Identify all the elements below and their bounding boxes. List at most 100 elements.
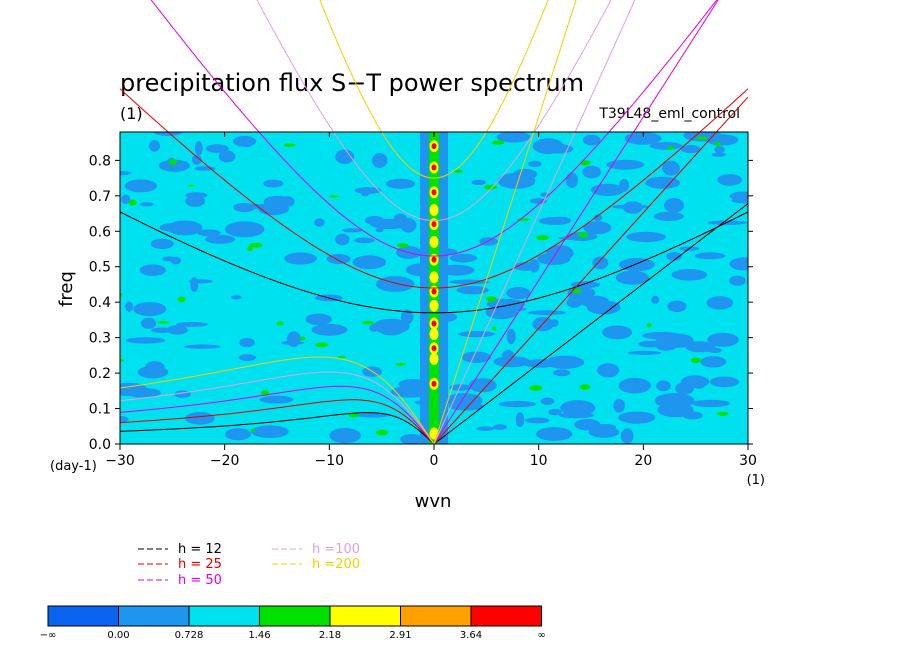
heatmap-cell: [188, 279, 213, 284]
heatmap-cell: [620, 428, 634, 444]
heatmap-cell: [166, 325, 188, 335]
colorbar-label: 0.728: [175, 630, 204, 641]
colorbar-label: 2.91: [389, 630, 411, 641]
heatmap-cell: [717, 174, 742, 186]
colorbar-swatch: [470, 605, 542, 627]
heatmap-cell: [120, 416, 129, 423]
legend-label: h =200: [312, 557, 360, 572]
spectrum-heatmap: [120, 132, 748, 444]
heatmap-cell: [506, 287, 531, 300]
heatmap-cell: [276, 321, 285, 326]
heatmap-cell: [709, 376, 740, 388]
heatmap-cell: [361, 321, 375, 325]
y-axis-label: freq: [56, 271, 77, 307]
heatmap-cell: [497, 172, 536, 189]
heatmap-cell: [586, 300, 621, 315]
heatmap-cell: [560, 400, 596, 416]
heatmap-cell: [522, 359, 558, 368]
chart-title: precipitation flux S−T power spectrum: [120, 69, 584, 97]
heatmap-cell: [588, 426, 620, 438]
heatmap-cell: [284, 252, 317, 265]
y-tick-label: 0.1: [89, 402, 111, 418]
colorbar-swatch: [118, 605, 190, 627]
heatmap-cell: [400, 309, 414, 325]
x-unit-label: (1): [747, 473, 765, 488]
heatmap-cell: [513, 262, 539, 271]
heatmap-cell: [239, 337, 255, 348]
heatmap-cell: [395, 362, 406, 366]
colorbar-swatch: [259, 605, 331, 627]
colorbar-label: 3.64: [460, 630, 482, 641]
kelvin-wave-line: [433, 0, 636, 445]
heatmap-cell: [341, 228, 363, 233]
heatmap-cell: [240, 137, 254, 148]
colorbar-label: 1.46: [248, 630, 270, 641]
heatmap-cell: [606, 159, 644, 170]
heatmap-cell: [566, 297, 583, 308]
heatmap-cell: [498, 400, 536, 408]
heatmap-cell: [429, 204, 439, 216]
heatmap-cell: [429, 328, 439, 341]
heatmap-cell: [286, 331, 301, 348]
heatmap-cell: [714, 146, 725, 154]
heatmap-cell: [337, 355, 346, 358]
heatmap-cell: [230, 295, 242, 300]
heatmap-cell: [369, 324, 379, 332]
heatmap-cell: [582, 165, 601, 179]
heatmap-cell: [233, 202, 256, 213]
x-tick-label: 0: [430, 453, 439, 469]
heatmap-cell: [218, 150, 236, 163]
heatmap-cell: [263, 179, 284, 188]
legend-label: h = 50: [178, 573, 222, 588]
legend-label: h =100: [312, 542, 360, 557]
rossby-curve: [119, 412, 435, 445]
heatmap-cell: [124, 179, 157, 193]
heatmap-cell: [583, 221, 612, 235]
heatmap-cell: [151, 327, 173, 334]
legend-label: h = 12: [178, 542, 222, 557]
heatmap-cell: [125, 388, 162, 398]
heatmap-cell: [329, 428, 361, 444]
heatmap-cell: [159, 223, 188, 232]
heatmap-cell: [145, 361, 165, 374]
heatmap-cell: [305, 313, 332, 326]
heatmap-cell: [453, 169, 464, 173]
heatmap-cell: [168, 159, 178, 166]
heatmap-cell: [429, 352, 439, 365]
colorbar-swatch: [329, 605, 401, 627]
heatmap-cell: [429, 299, 439, 312]
heatmap-cell: [429, 271, 439, 284]
heatmap-cell: [238, 354, 256, 361]
heatmap-cell: [681, 145, 701, 154]
heatmap-cell: [120, 292, 123, 297]
heatmap-cell: [613, 398, 625, 413]
y-tick-label: 0.4: [89, 295, 111, 311]
x-tick-label: −20: [210, 453, 240, 469]
heatmap-cell: [615, 270, 650, 285]
heatmap-cell: [250, 428, 256, 432]
heatmap-cell: [431, 143, 437, 150]
heatmap-cell: [492, 326, 497, 331]
heatmap-cell: [431, 164, 437, 171]
heatmap-cell: [529, 385, 543, 391]
heatmap-cell: [120, 359, 125, 362]
heatmap-cell: [188, 184, 195, 187]
heatmap-cell: [194, 166, 216, 171]
colorbar-swatch: [188, 605, 260, 627]
heatmap-cell: [335, 233, 350, 246]
heatmap-cell: [653, 211, 684, 221]
inertia-gravity-curve: [319, 0, 549, 179]
heatmap-cell: [624, 132, 662, 145]
heatmap-cell: [205, 144, 229, 153]
colorbar-label: ∞: [537, 630, 545, 641]
heatmap-cell: [700, 356, 727, 368]
inertia-gravity-curve: [150, 0, 718, 257]
x-axis-label: wvn: [415, 491, 452, 512]
heatmap-cell: [258, 202, 289, 216]
heatmap-cell: [364, 216, 385, 225]
heatmap-cell: [356, 413, 390, 418]
heatmap-cell: [177, 296, 186, 303]
heatmap-cell: [185, 412, 215, 425]
